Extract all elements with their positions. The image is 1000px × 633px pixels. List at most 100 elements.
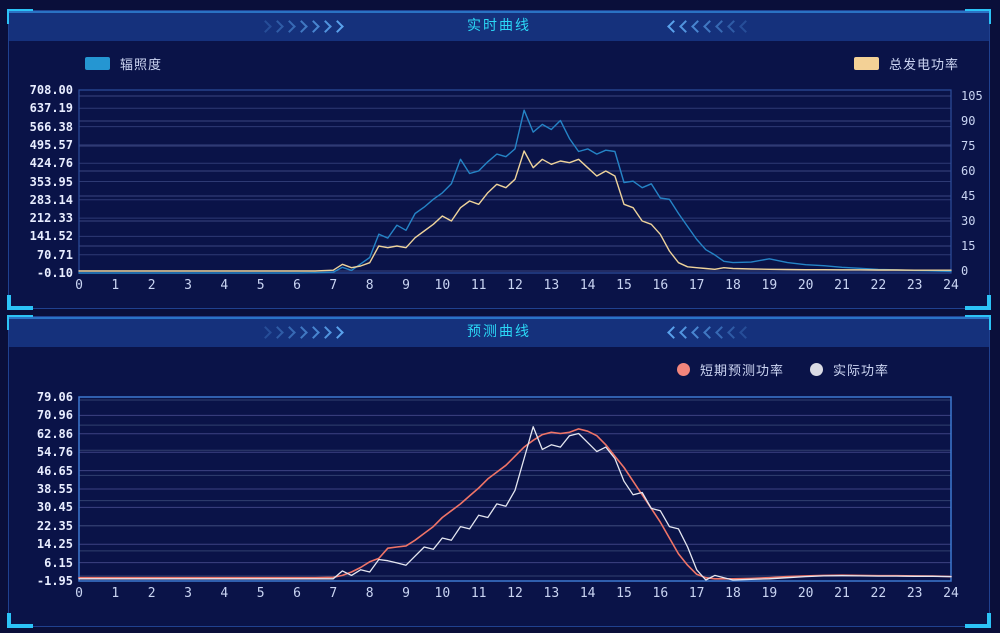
axis-tick-label: 16 [652,278,669,293]
legend-label: 总发电功率 [888,57,959,73]
axis-tick-label: 9 [402,278,410,293]
axis-tick-label: 0 [961,264,969,278]
axis-tick-label: 283.14 [29,192,73,207]
axis-tick-label: 2 [147,278,156,293]
axis-tick-label: 12 [507,586,523,601]
axis-tick-label: 6 [293,278,301,293]
panel-forecast-curve: 预测曲线 短期预测功率 实际功率 79.06 70.96 62.86 54.76 46.… [7,315,991,628]
axis-tick-label: 5 [256,586,265,601]
axis-tick-label: 0 [75,278,83,293]
axis-tick-label: 495.57 [29,137,73,152]
axis-tick-label: 21 [834,278,850,293]
axis-tick-label: 75 [961,139,976,153]
axis-tick-label: 2 [147,586,156,601]
axis-tick-label: 3 [184,278,192,293]
axis-tick-label: 7 [329,586,338,601]
series-line [78,109,952,274]
axis-tick-label: 10 [434,278,451,293]
axis-tick-label: 13 [543,586,560,601]
axis-tick-label: 1 [111,278,120,293]
axis-tick-label: 21 [834,586,850,601]
axis-tick-label: 17 [688,586,705,601]
axis-tick-label: 7 [329,278,338,293]
axis-tick-label: 8 [365,278,374,293]
axis-tick-label: 14.25 [36,537,73,552]
axis-tick-label: 46.65 [36,463,73,478]
axis-tick-label: 38.55 [36,482,73,496]
axis-tick-label: 5 [256,278,265,293]
legend-forecast-power[interactable]: 短期预测功率 [677,361,785,379]
axis-tick-label: 212.33 [29,211,73,226]
axis-tick-label: 13 [543,278,560,293]
axis-tick-label: 6.15 [44,555,73,570]
panel-realtime-curve: 实时曲线 辐照度 总发电功率 708.00 637.19 566.38 495.57 4… [7,9,991,310]
axis-tick-label: 62.86 [36,426,73,441]
axis-tick-label: 9 [402,586,410,601]
axis-tick-label: 708.00 [29,83,73,97]
axis-tick-label: 14 [579,586,596,601]
axis-tick-label: 19 [761,278,778,293]
axis-tick-label: 12 [507,278,523,293]
legend-total-power[interactable]: 总发电功率 [853,55,959,73]
axis-tick-label: 20 [797,278,814,293]
legend-dot-actual-power [810,362,824,376]
legend-dot-forecast-power [677,362,690,376]
panel-title: 预测曲线 [467,324,531,340]
axis-tick-label: 0 [75,586,83,601]
axis-tick-label: 24 [943,586,959,601]
forecast-chart-plot[interactable]: 79.06 70.96 62.86 54.76 46.65 38.55 30.45 22.35… [9,317,989,626]
legend-irradiance[interactable]: 辐照度 [85,55,163,73]
axis-tick-label: 22.35 [36,518,73,533]
series-line [78,428,952,580]
axis-tick-label: 353.95 [29,174,73,189]
axis-tick-label: 45 [961,189,976,203]
axis-tick-label: 18 [725,586,741,601]
axis-tick-label: 566.38 [29,119,73,134]
legend-actual-power[interactable]: 实际功率 [810,361,890,379]
axis-tick-label: 60 [961,164,976,178]
axis-tick-label: 20 [797,586,814,601]
axis-tick-label: 15 [616,586,632,601]
axis-tick-label: 70.96 [36,408,73,423]
axis-tick-label: 15 [961,239,976,253]
axis-tick-label: 22 [870,278,887,293]
axis-tick-label: 18 [725,278,741,293]
axis-tick-label: 23 [906,278,923,293]
axis-tick-label: 10 [434,586,451,601]
axis-tick-label: 30.45 [36,500,73,515]
axis-tick-label: 24 [943,278,959,293]
axis-tick-label: 105 [961,89,983,103]
axis-tick-label: -1.95 [36,574,73,588]
axis-tick-label: 141.52 [29,229,73,244]
axis-tick-label: 30 [961,214,976,228]
axis-tick-label: 54.76 [36,445,73,460]
legend-label: 辐照度 [120,57,163,73]
axis-tick-label: 14 [579,278,596,293]
panel-title: 实时曲线 [467,18,531,34]
axis-tick-label: 6 [293,586,301,601]
axis-tick-label: 1 [111,586,120,601]
axis-tick-label: 22 [870,586,887,601]
legend-swatch-irradiance [85,56,110,70]
series-line [78,426,952,581]
axis-tick-label: 4 [220,586,229,601]
axis-tick-label: 23 [906,586,923,601]
axis-tick-label: 79.06 [36,390,73,404]
series-line [78,150,952,272]
axis-tick-label: 15 [616,278,632,293]
axis-tick-label: 8 [365,586,374,601]
chart-canvas [78,89,952,274]
legend-swatch-total-power [853,56,879,70]
legend-label: 实际功率 [833,363,890,379]
axis-tick-label: 17 [688,278,705,293]
panel-header: 实时曲线 [9,11,989,41]
axis-tick-label: 4 [220,278,229,293]
axis-tick-label: 424.76 [29,156,73,171]
axis-tick-label: 90 [961,114,976,128]
axis-tick-label: 70.71 [36,247,73,262]
forecast-legend-group: 短期预测功率 实际功率 [677,361,890,379]
legend-label: 短期预测功率 [700,363,785,379]
realtime-chart-plot[interactable]: 708.00 637.19 566.38 495.57 424.76 353.95 283.… [9,11,989,308]
axis-tick-label: 16 [652,586,669,601]
